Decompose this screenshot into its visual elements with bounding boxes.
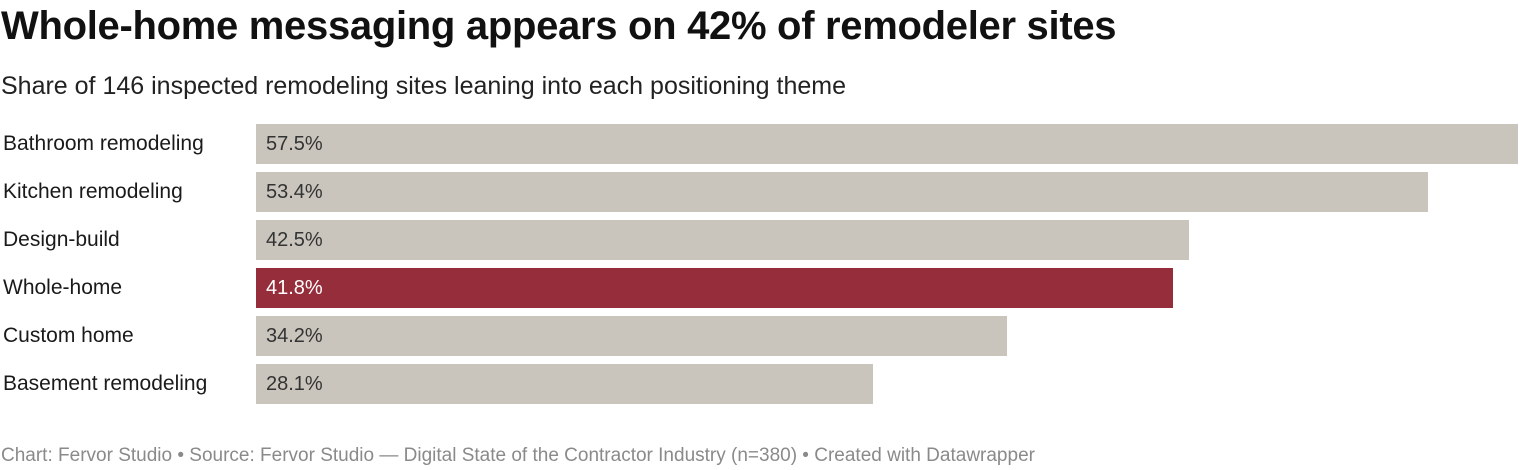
bar-value-label: 41.8% xyxy=(266,277,323,299)
bar: 41.8% xyxy=(256,268,1173,308)
bar: 42.5% xyxy=(256,220,1189,260)
bar-chart: Bathroom remodeling 57.5% Kitchen remodeli… xyxy=(0,124,1520,406)
category-label: Basement remodeling xyxy=(3,372,208,395)
bar-value-label: 57.5% xyxy=(266,133,323,155)
chart-footer: Chart: Fervor Studio • Source: Fervor St… xyxy=(1,445,1035,466)
bar-value-label: 53.4% xyxy=(266,181,323,203)
bar-row: Custom home 34.2% xyxy=(0,316,1520,356)
category-label: Custom home xyxy=(3,324,134,347)
category-label: Bathroom remodeling xyxy=(3,132,204,155)
bar: 34.2% xyxy=(256,316,1007,356)
category-label: Kitchen remodeling xyxy=(3,180,183,203)
bar: 53.4% xyxy=(256,172,1428,212)
bar-value-label: 42.5% xyxy=(266,229,323,251)
bar-row: Bathroom remodeling 57.5% xyxy=(0,124,1520,164)
bar-row: Design-build 42.5% xyxy=(0,220,1520,260)
bar-row: Basement remodeling 28.1% xyxy=(0,364,1520,404)
chart-title: Whole-home messaging appears on 42% of r… xyxy=(1,4,1117,48)
bar-row: Whole-home 41.8% xyxy=(0,268,1520,308)
bar: 57.5% xyxy=(256,124,1518,164)
chart-subtitle: Share of 146 inspected remodeling sites … xyxy=(1,72,846,100)
bar-row: Kitchen remodeling 53.4% xyxy=(0,172,1520,212)
category-label: Whole-home xyxy=(3,276,123,299)
bar-value-label: 28.1% xyxy=(266,373,323,395)
category-label: Design-build xyxy=(3,228,120,251)
bar-value-label: 34.2% xyxy=(266,325,323,347)
bar: 28.1% xyxy=(256,364,873,404)
